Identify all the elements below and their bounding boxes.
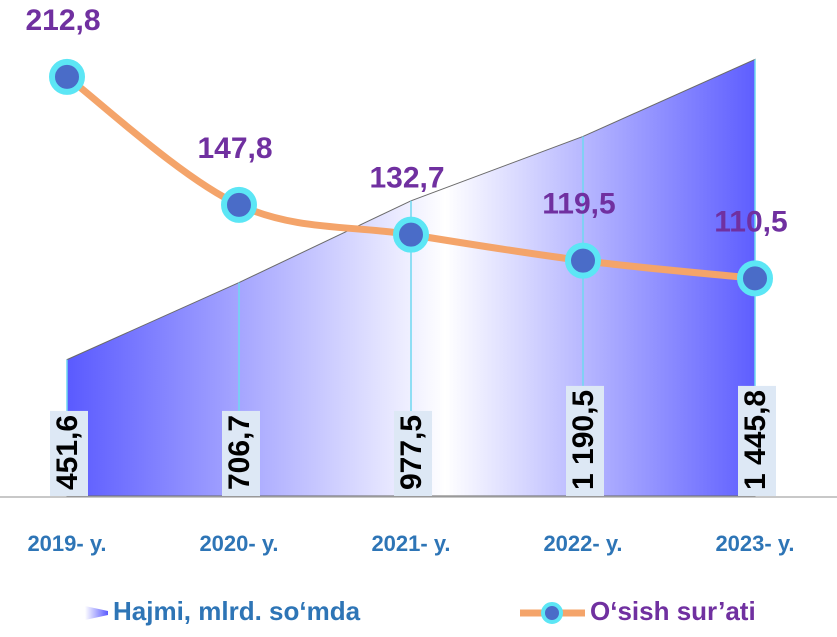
marker [49,58,85,95]
value-label-box [50,410,88,496]
marker [565,242,601,279]
legend-area-icon [85,606,108,620]
value-label: 451,6 [51,415,84,490]
value-label-box [222,410,260,496]
value-label-box [738,385,776,496]
legend-label: Hajmi, mlrd. so‘mda [113,596,361,626]
value-label-box [566,385,604,496]
line-value-label: 132,7 [369,162,444,195]
legend-label: O‘sish sur’ati [590,596,756,626]
value-label: 1 190,5 [567,390,600,490]
x-tick-label: 2022- y. [543,531,622,556]
line-value-label: 212,8 [25,4,100,37]
marker [737,260,773,297]
line-value-label: 119,5 [542,188,615,221]
value-label-box [394,410,432,496]
legend-marker [541,602,563,624]
x-tick-label: 2023- y. [715,531,794,556]
line-value-label: 110,5 [714,205,787,238]
x-tick-label: 2021- y. [371,531,450,556]
area-edge [68,53,760,358]
value-label: 1 445,8 [739,390,772,490]
marker [221,186,257,223]
value-label: 706,7 [223,415,256,490]
line-value-label: 147,8 [197,132,272,165]
marker [393,216,429,253]
value-label: 977,5 [395,415,428,490]
x-tick-label: 2020- y. [199,531,278,556]
x-tick-label: 2019- y. [27,531,106,556]
